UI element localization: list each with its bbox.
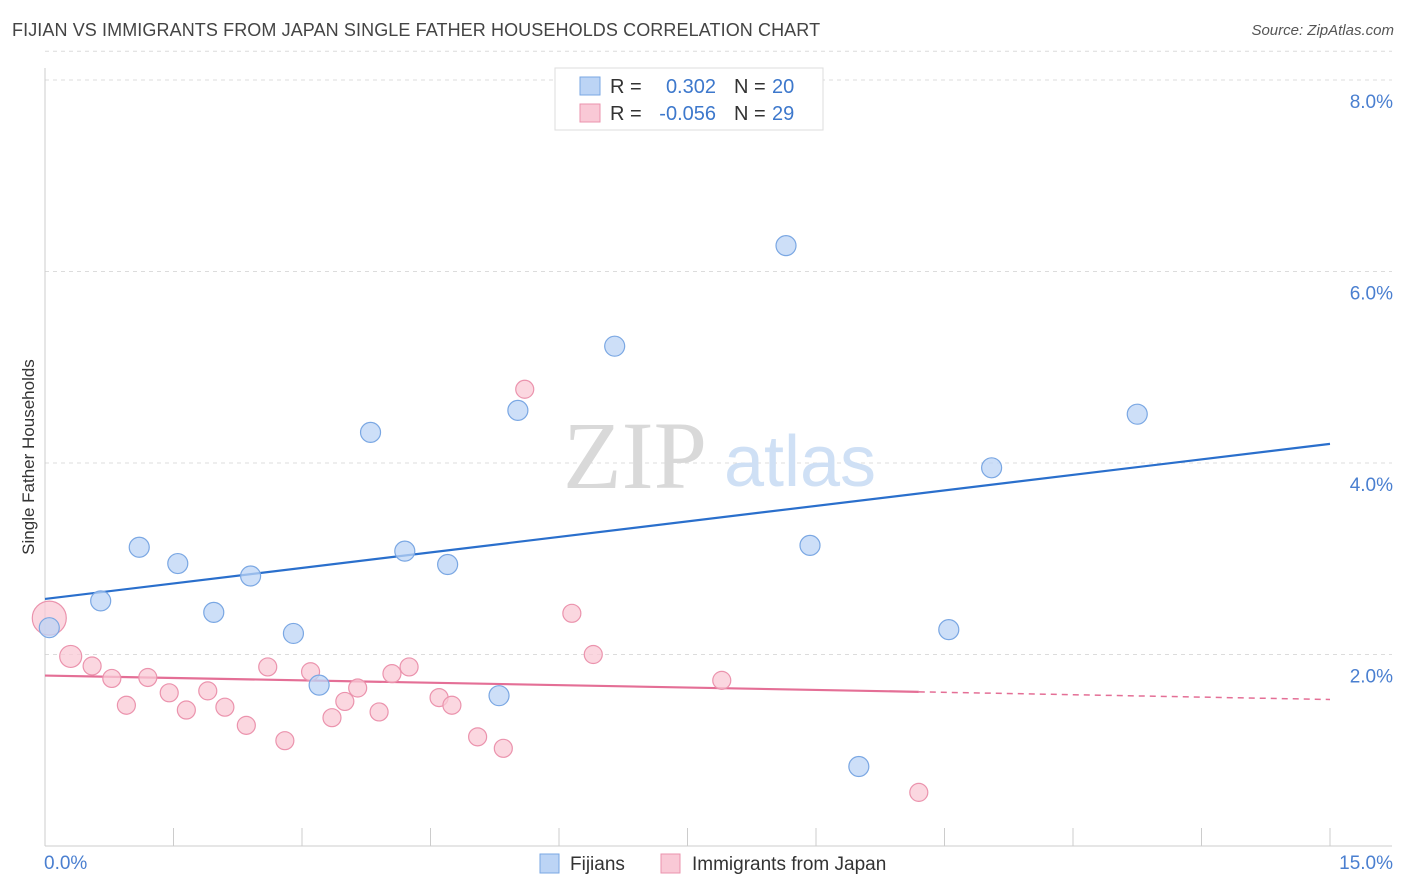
y-tick-label: 6.0% bbox=[1350, 284, 1393, 305]
tick-labels: 2.0% 4.0% 6.0% 8.0% 0.0% 15.0% bbox=[44, 92, 1393, 874]
point-fijians bbox=[240, 565, 262, 587]
point-fijians bbox=[604, 335, 626, 357]
point-japan bbox=[176, 700, 196, 720]
legend-r-label: R = bbox=[610, 76, 642, 98]
point-japan bbox=[399, 657, 419, 677]
point-japan bbox=[82, 656, 102, 676]
bottom-legend-fijians: Fijians bbox=[570, 854, 625, 875]
grid-lines bbox=[45, 50, 1392, 655]
point-fijians bbox=[938, 619, 960, 641]
x-tick-label: 0.0% bbox=[44, 853, 87, 874]
watermark-atlas: atlas bbox=[724, 422, 876, 502]
legend-r-label: R = bbox=[610, 103, 642, 125]
point-japan bbox=[515, 379, 535, 399]
bottom-legend-swatch-japan bbox=[660, 853, 681, 874]
point-japan bbox=[335, 691, 355, 712]
point-japan bbox=[322, 708, 342, 728]
y-tick-label: 8.0% bbox=[1350, 92, 1393, 113]
point-fijians bbox=[203, 601, 225, 623]
point-fijians bbox=[488, 685, 510, 707]
watermark: ZIP atlas bbox=[563, 402, 876, 509]
series-legend: Fijians Immigrants from Japan bbox=[539, 853, 886, 875]
point-fijians bbox=[981, 457, 1003, 479]
point-japan bbox=[562, 603, 582, 623]
point-fijians bbox=[437, 553, 459, 576]
legend-n-value: 29 bbox=[772, 103, 794, 125]
point-fijians bbox=[507, 399, 529, 421]
point-fijians bbox=[799, 534, 821, 556]
y-tick-label: 4.0% bbox=[1350, 475, 1393, 496]
point-japan bbox=[102, 668, 122, 689]
point-japan bbox=[382, 664, 402, 684]
point-fijians bbox=[394, 540, 416, 562]
point-fijians bbox=[359, 421, 382, 443]
point-japan bbox=[909, 782, 929, 802]
legend-n-label: N = bbox=[734, 76, 766, 98]
bottom-legend-japan: Immigrants from Japan bbox=[692, 854, 886, 875]
point-japan bbox=[275, 731, 295, 751]
legend-r-value: -0.056 bbox=[659, 103, 716, 125]
point-japan bbox=[442, 695, 462, 715]
point-japan bbox=[116, 695, 136, 715]
point-japan bbox=[159, 683, 179, 703]
y-tick-label: 2.0% bbox=[1350, 667, 1393, 688]
point-japan bbox=[59, 644, 83, 669]
point-fijians bbox=[282, 622, 305, 645]
point-fijians bbox=[90, 590, 112, 612]
axes bbox=[44, 68, 1392, 847]
x-tick-label: 15.0% bbox=[1339, 853, 1393, 874]
point-fijians bbox=[775, 235, 797, 257]
legend-n-value: 20 bbox=[772, 76, 794, 98]
trend-line-extension bbox=[918, 691, 1331, 701]
point-fijians bbox=[1126, 403, 1148, 425]
point-japan bbox=[583, 644, 603, 665]
bottom-legend-swatch-fijians bbox=[539, 853, 560, 874]
point-fijians bbox=[848, 755, 870, 778]
point-fijians bbox=[308, 674, 330, 696]
legend-n-label: N = bbox=[734, 103, 766, 125]
point-japan bbox=[468, 727, 488, 747]
point-japan bbox=[236, 715, 256, 735]
point-fijians bbox=[128, 536, 150, 558]
point-japan bbox=[348, 678, 368, 698]
watermark-zip: ZIP bbox=[563, 402, 707, 509]
y-axis-label: Single Father Households bbox=[19, 359, 38, 555]
legend-swatch-fijians bbox=[579, 76, 601, 96]
point-japan bbox=[138, 667, 158, 688]
trend-line-japan bbox=[44, 674, 919, 693]
source-credit: Source: ZipAtlas.com bbox=[1251, 22, 1394, 39]
correlation-legend: R = 0.302 N = 20 R = -0.056 N = 29 bbox=[554, 67, 824, 131]
point-japan bbox=[215, 697, 235, 717]
data-points bbox=[31, 235, 1148, 802]
point-japan bbox=[493, 738, 513, 758]
legend-r-value: 0.302 bbox=[666, 76, 716, 98]
point-fijians bbox=[167, 552, 189, 575]
legend-swatch-japan bbox=[579, 103, 601, 123]
point-japan bbox=[369, 702, 389, 722]
chart-title: FIJIAN VS IMMIGRANTS FROM JAPAN SINGLE F… bbox=[12, 20, 821, 40]
point-japan bbox=[712, 670, 732, 690]
point-fijians bbox=[38, 617, 60, 639]
point-japan bbox=[258, 657, 278, 677]
point-japan bbox=[198, 681, 218, 701]
